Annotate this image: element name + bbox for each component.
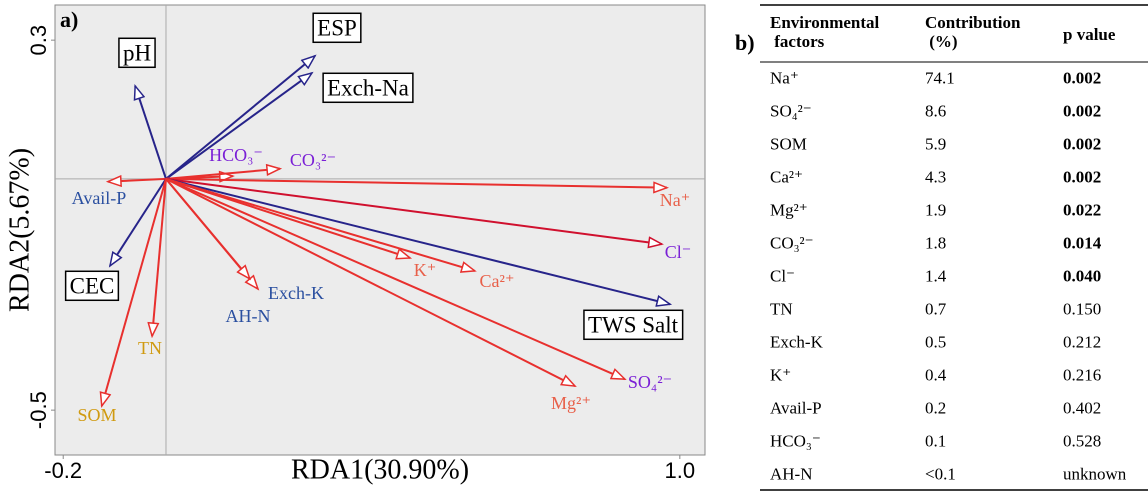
table-cell: Ca²⁺ — [770, 167, 803, 186]
vector-label: CO₃²⁻ — [290, 150, 336, 170]
vector-label: CEC — [70, 273, 115, 298]
vector-arrow — [152, 178, 167, 336]
table-cell: Na⁺ — [770, 68, 799, 87]
table-header: Environmental factors — [770, 13, 880, 51]
table-cell: TN — [770, 299, 793, 318]
table-cell: 0.040 — [1063, 266, 1101, 285]
vector-label: Na⁺ — [660, 190, 691, 210]
vector-arrow — [165, 177, 662, 244]
vector-arrow — [108, 179, 167, 182]
table-cell: Avail-P — [770, 398, 822, 417]
vector-label: HCO₃⁻ — [209, 145, 263, 165]
table-cell: 0.1 — [925, 431, 946, 450]
table-cell: 0.002 — [1063, 101, 1101, 120]
vector-arrow — [165, 56, 315, 180]
vector-arrow — [165, 177, 625, 381]
vector-label: TN — [138, 338, 162, 358]
table-cell: unknown — [1063, 464, 1127, 483]
table-cell: 5.9 — [925, 134, 946, 153]
table-cell: 1.8 — [925, 233, 946, 252]
table-cell: CO₃²⁻ — [770, 233, 814, 252]
vector-label: Ca²⁺ — [480, 271, 515, 291]
vector-arrow — [165, 177, 670, 304]
vector-arrow — [165, 177, 667, 188]
vector-arrow — [165, 177, 410, 258]
label-box — [583, 309, 684, 341]
vector-label: Avail-P — [72, 188, 127, 208]
table-cell: 0.022 — [1063, 200, 1101, 219]
vector-arrow — [165, 177, 475, 271]
table-cell: 0.014 — [1063, 233, 1102, 252]
vector-arrow — [165, 178, 575, 386]
table-cell: 0.002 — [1063, 167, 1101, 186]
table-cell: 0.150 — [1063, 299, 1101, 318]
y-tick-label: 0.3 — [26, 25, 51, 56]
vector-label: K⁺ — [414, 260, 437, 280]
table-cell: 4.3 — [925, 167, 946, 186]
table-cell: 0.002 — [1063, 134, 1101, 153]
vector-arrow — [165, 178, 250, 279]
table-cell: 8.6 — [925, 101, 946, 120]
y-tick-label: -0.5 — [26, 391, 51, 429]
vector-label: AH-N — [226, 306, 271, 326]
table-cell: 1.4 — [925, 266, 947, 285]
table-header: p value — [1063, 25, 1116, 44]
table-cell: K⁺ — [770, 365, 791, 384]
vector-label: Cl⁻ — [665, 242, 692, 262]
label-box — [322, 72, 414, 104]
table-cell: SOM — [770, 134, 807, 153]
table-cell: 0.2 — [925, 398, 946, 417]
label-box — [64, 270, 120, 302]
table-cell: 0.4 — [925, 365, 947, 384]
table-cell: Exch-K — [770, 332, 824, 351]
panel-label: b) — [735, 30, 755, 55]
vector-label: Exch-K — [268, 283, 324, 303]
label-box — [312, 12, 362, 44]
label-box — [118, 37, 156, 69]
table-cell: Mg²⁺ — [770, 200, 808, 219]
vector-label: Mg²⁺ — [551, 393, 591, 413]
vector-arrow — [102, 178, 167, 406]
table-cell: 74.1 — [925, 68, 955, 87]
table-cell: HCO₃⁻ — [770, 431, 821, 450]
vector-label: pH — [123, 40, 151, 65]
vector-arrow — [110, 178, 167, 266]
table-cell: 0.528 — [1063, 431, 1101, 450]
table-cell: 0.7 — [925, 299, 947, 318]
table-cell: 0.002 — [1063, 68, 1101, 87]
vector-arrow — [165, 73, 312, 180]
y-axis-title: RDA2(5.67%) — [4, 148, 35, 312]
vector-label: ESP — [317, 15, 357, 40]
table-header: Contribution (%) — [925, 13, 1021, 51]
panel-label: a) — [60, 7, 78, 32]
vector-label: Exch-Na — [327, 75, 409, 100]
table-cell: 0.5 — [925, 332, 946, 351]
x-tick-label: -0.2 — [44, 458, 82, 483]
x-axis-title: RDA1(30.90%) — [291, 454, 469, 485]
table-cell: 0.402 — [1063, 398, 1101, 417]
table-cell: 1.9 — [925, 200, 946, 219]
vector-arrow — [135, 86, 167, 180]
table-cell: AH-N — [770, 464, 813, 483]
vector-label: SOM — [77, 405, 116, 425]
table: Environmental factors Contribution (%) p v… — [760, 4, 1148, 491]
table-cell: Cl⁻ — [770, 266, 795, 285]
vector-arrow — [165, 169, 280, 180]
table-cell: 0.212 — [1063, 332, 1101, 351]
table-cell: 0.216 — [1063, 365, 1101, 384]
vector-label: TWS Salt — [588, 312, 679, 337]
vector-label: SO₄²⁻ — [628, 372, 672, 392]
x-tick-label: 1.0 — [665, 458, 696, 483]
table-cell: <0.1 — [925, 464, 956, 483]
table-cell: SO₄²⁻ — [770, 101, 812, 120]
